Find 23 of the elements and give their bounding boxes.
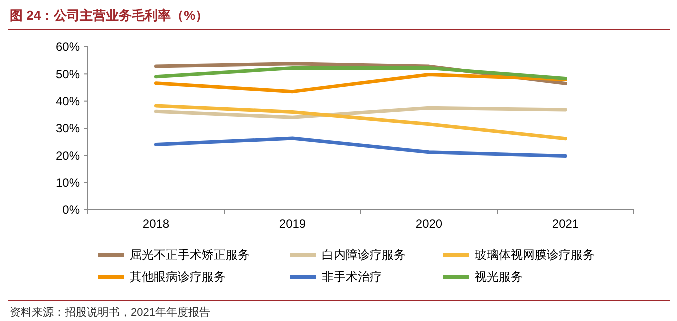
legend-label: 白内障诊疗服务 [322,248,406,262]
y-tick-label: 30% [56,122,80,136]
y-tick-label: 20% [56,148,80,163]
legend-label: 玻璃体视网膜诊疗服务 [475,248,595,262]
y-tick-label: 0% [62,203,80,218]
x-tick-label: 2020 [416,217,443,231]
x-tick-label: 2021 [552,217,580,231]
x-tick-label: 2019 [279,217,306,231]
legend-label: 屈光不正手术矫正服务 [130,248,250,262]
y-tick-label: 60% [56,40,80,54]
y-tick-label: 40% [56,94,80,109]
line-series [154,106,568,120]
text: 资料来源：招股说明书，2021年年度报告 [10,306,210,319]
line-series [154,136,568,158]
x-tick-label: 2018 [142,217,170,231]
chart-title: 图 24：公司主营业务毛利率（%） [10,8,209,23]
legend-label: 其他眼病诊疗服务 [130,270,226,284]
line-series [154,104,568,141]
y-tick-label: 10% [56,176,80,190]
legend-label: 视光服务 [475,270,523,284]
legend-label: 非手术治疗 [322,270,382,284]
y-tick-label: 50% [56,67,80,82]
line-series [154,72,568,94]
